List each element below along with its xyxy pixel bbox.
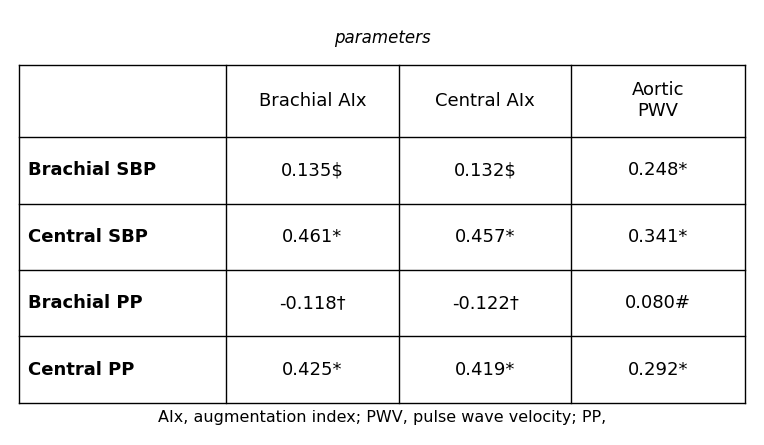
Text: 0.461*: 0.461* [282, 228, 342, 246]
Text: Central AIx: Central AIx [435, 92, 535, 110]
Text: 0.248*: 0.248* [628, 162, 688, 179]
Text: 0.132$: 0.132$ [454, 162, 516, 179]
Text: 0.457*: 0.457* [455, 228, 515, 246]
Text: Brachial AIx: Brachial AIx [258, 92, 366, 110]
Text: parameters: parameters [334, 29, 430, 47]
Text: 0.080#: 0.080# [625, 294, 691, 312]
Text: Brachial PP: Brachial PP [28, 294, 143, 312]
Text: Central SBP: Central SBP [28, 228, 148, 246]
Text: 0.292*: 0.292* [628, 360, 688, 379]
Text: 0.425*: 0.425* [282, 360, 342, 379]
Text: 0.135$: 0.135$ [281, 162, 344, 179]
Text: Central PP: Central PP [28, 360, 134, 379]
Text: Brachial SBP: Brachial SBP [28, 162, 157, 179]
Text: 0.419*: 0.419* [455, 360, 515, 379]
Text: AIx, augmentation index; PWV, pulse wave velocity; PP,: AIx, augmentation index; PWV, pulse wave… [158, 410, 606, 425]
Text: -0.122†: -0.122† [452, 294, 519, 312]
Text: 0.341*: 0.341* [628, 228, 688, 246]
Text: Aortic
PWV: Aortic PWV [632, 81, 685, 120]
Text: -0.118†: -0.118† [279, 294, 345, 312]
